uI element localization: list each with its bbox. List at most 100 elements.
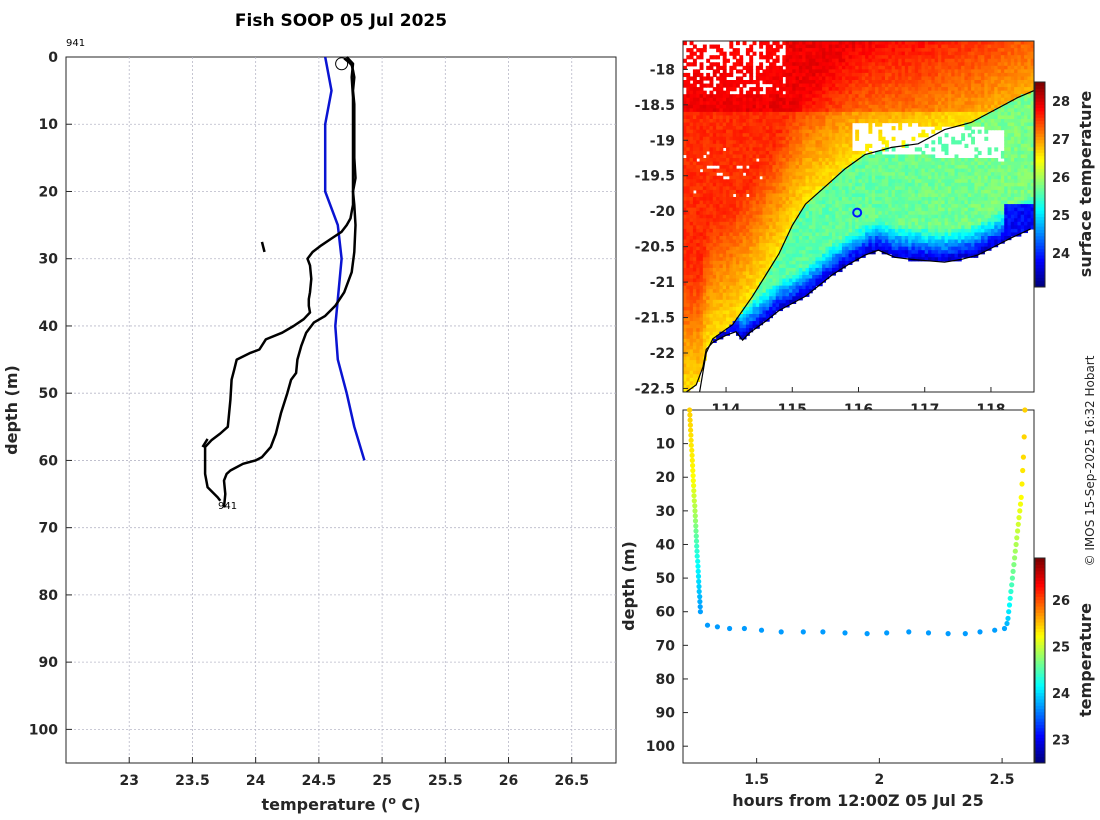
sst-cell [683,193,687,198]
sst-cell [818,87,823,92]
sst-cell [1010,126,1015,131]
sst-cell [997,101,1002,106]
sst-cell [997,83,1002,88]
sst-cell [931,76,936,81]
sst-cell [888,58,893,63]
sst-cell [951,94,956,99]
sst-cell [712,214,717,219]
sst-cell [994,90,999,95]
sst-cell [994,65,999,70]
sst-cell [772,97,777,102]
sst-cell [921,186,926,191]
sst-cell [967,115,972,120]
sst-cell [954,58,959,63]
sst-cell [921,101,926,106]
sst-cell [785,150,790,156]
sst-cell [785,80,790,85]
sst-cell [782,154,787,159]
sst-cell [1004,83,1009,88]
sst-cell [788,111,793,117]
sst-cell [739,119,744,124]
sst-cell [822,143,826,148]
sst-cell [732,51,737,56]
sst-cell [828,48,833,53]
sst-cell [891,69,896,74]
sst-cell [937,90,942,95]
sst-cell [868,158,873,163]
sst-cell [729,193,734,198]
sst-cell [828,90,833,95]
sst-cell [792,111,797,117]
sst-cell [951,168,956,173]
sst-cell [1030,83,1034,88]
sst-cell [934,175,939,180]
sst-cell [901,111,906,117]
sst-cell [1024,129,1028,134]
sst-cell [759,129,764,134]
sst-cell [1007,119,1012,124]
sst-cell [822,111,826,117]
sst-cell [901,104,906,109]
sst-cell [722,136,727,141]
sst-cell [683,133,687,138]
sst-cell [732,214,737,219]
sst-cell [735,48,740,53]
sst-cell [1024,133,1028,138]
sst-cell [855,161,860,166]
sst-cell [1024,150,1028,156]
sst-cell [1020,207,1025,212]
sst-cell [759,193,764,198]
sst-cell [954,214,959,219]
sst-cell [981,172,985,177]
sst-cell [779,168,783,173]
sst-cell [815,94,820,99]
sst-cell [832,83,836,88]
sst-cell [719,133,724,138]
sst-cell [702,147,707,152]
sst-cell [861,69,866,74]
sst-cell [739,136,744,141]
sst-cell [1000,55,1005,60]
sst-cell [818,115,823,120]
sst-cell [802,41,807,46]
sst-cell [772,101,777,106]
sst-cell [825,136,830,141]
sst-cell [726,136,730,141]
sst-cell [729,182,734,187]
sst-cell [1020,51,1025,56]
sst-cell [884,175,889,180]
sst-cell [729,172,734,177]
sst-cell [987,158,992,163]
sst-cell [937,111,942,117]
sst-cell [722,69,727,74]
sst-cell [769,94,773,99]
sst-cell [997,214,1002,219]
sst-cell [683,104,687,109]
sst-cell [745,108,750,113]
sst-cell [798,211,803,216]
sst-cell [712,119,717,124]
sst-cell [855,129,860,134]
sst-cell [1027,101,1032,106]
sst-cell [779,129,783,134]
sst-cell [745,143,750,148]
sst-cell [729,101,734,106]
sst-cell [692,44,697,49]
sst-cell [802,207,807,212]
sst-cell [772,182,777,187]
sst-cell [1000,218,1005,223]
sst-cell [1030,204,1034,209]
sst-cell [848,165,853,170]
sst-cell [868,62,873,67]
sst-cell [878,108,883,113]
sst-cell [795,129,800,134]
sst-cell [997,87,1002,92]
sst-cell [851,48,856,53]
sst-cell [1024,48,1028,53]
sst-cell [1017,129,1022,134]
sst-cell [861,65,866,70]
sst-cell [1030,197,1034,202]
sst-cell [1017,80,1022,85]
sst-cell [772,51,777,56]
sst-cell [782,200,787,205]
